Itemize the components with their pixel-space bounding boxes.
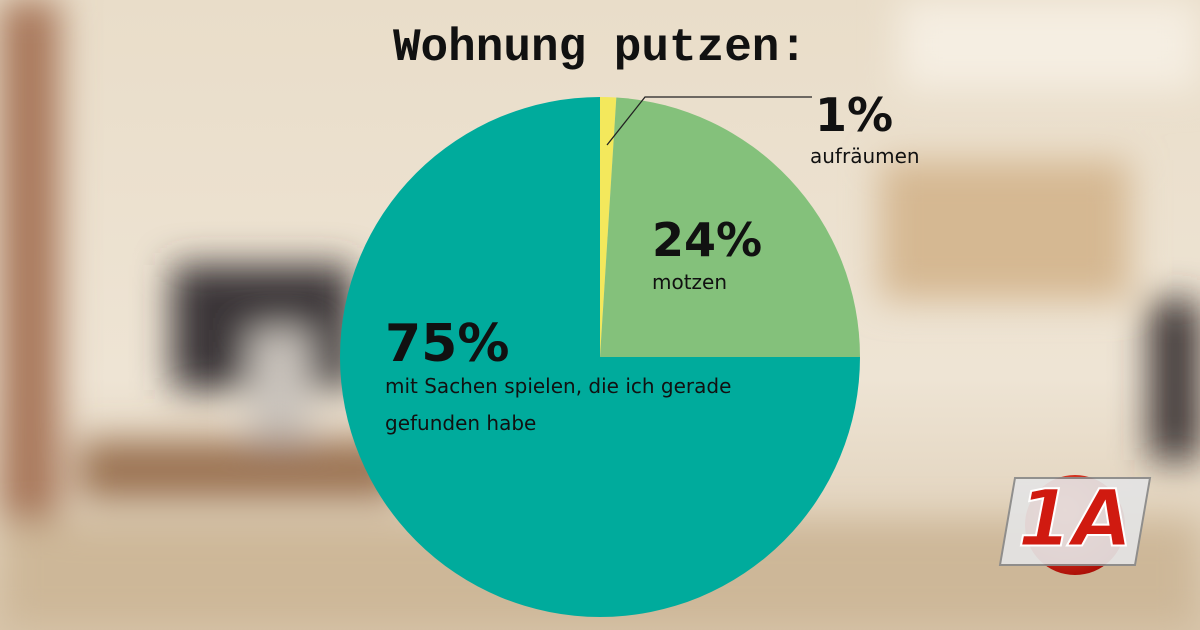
- logo-text: 1A: [1018, 474, 1133, 564]
- category-label: motzen: [652, 270, 728, 294]
- value-label: 1%: [815, 88, 894, 142]
- pie-slice: [600, 97, 617, 357]
- value-label: 24%: [652, 213, 763, 267]
- category-label: aufräumen: [810, 144, 920, 168]
- leader-line: [606, 96, 812, 146]
- pie: [340, 97, 860, 617]
- logo: 1A: [998, 473, 1152, 575]
- pie-slice: [340, 97, 860, 617]
- pie-slice: [600, 97, 860, 357]
- chart-title: Wohnung putzen:: [393, 22, 807, 74]
- category-label: mit Sachen spielen, die ich gerade gefun…: [385, 374, 732, 435]
- value-label: 75%: [385, 314, 510, 374]
